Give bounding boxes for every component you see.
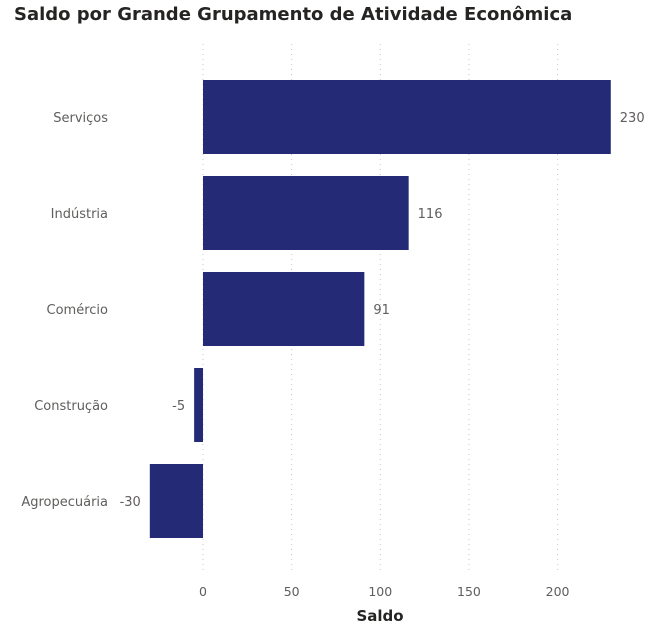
chart-title: Saldo por Grande Grupamento de Atividade… [14, 4, 573, 25]
bar [149, 464, 203, 538]
x-tick-label: 0 [199, 584, 207, 599]
bars [149, 80, 611, 538]
category-label: Construção [34, 399, 108, 414]
data-label: 116 [418, 207, 443, 222]
bar [194, 368, 203, 442]
category-label: Comércio [47, 303, 109, 318]
data-label: -5 [172, 399, 185, 414]
category-label: Indústria [51, 207, 108, 222]
x-tick-label: 150 [457, 584, 481, 599]
x-tick-label: 50 [284, 584, 300, 599]
bar [203, 80, 611, 154]
x-tick-label: 200 [546, 584, 570, 599]
bar [203, 272, 365, 346]
x-tick-label: 100 [368, 584, 392, 599]
category-label: Agropecuária [21, 495, 108, 510]
data-label: 91 [373, 303, 390, 318]
category-labels: Serviços Indústria Comércio Construção Agrop… [21, 111, 108, 510]
data-label: 230 [620, 111, 645, 126]
x-axis-title: Saldo [356, 607, 403, 625]
x-axis-ticks: 0 50 100 150 200 [199, 584, 570, 599]
data-label: -30 [120, 495, 141, 510]
category-label: Serviços [53, 111, 108, 126]
bar [203, 176, 409, 250]
data-labels: 230 116 91 -5 -30 [120, 111, 645, 510]
